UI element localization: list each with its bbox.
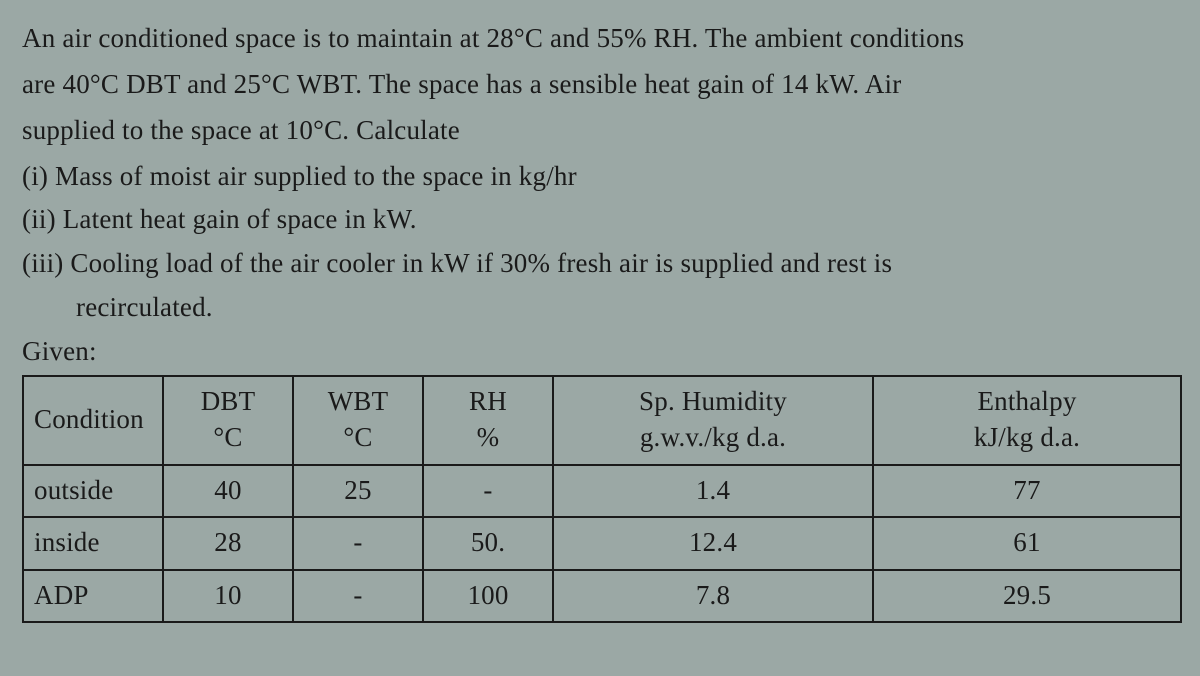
th-rh-top: RH: [469, 386, 507, 416]
th-enth-bot: kJ/kg d.a.: [974, 422, 1080, 452]
th-rh-bot: %: [477, 422, 500, 452]
problem-line-1: An air conditioned space is to maintain …: [22, 18, 1172, 60]
th-wbt: WBT °C: [293, 376, 423, 465]
cell-adp-dbt: 10: [163, 570, 293, 622]
problem-line-2: are 40°C DBT and 25°C WBT. The space has…: [22, 64, 1172, 106]
problem-line-3: supplied to the space at 10°C. Calculate: [22, 110, 1172, 152]
th-sph-top: Sp. Humidity: [639, 386, 787, 416]
cell-inside-enth: 61: [873, 517, 1181, 569]
page: An air conditioned space is to maintain …: [0, 0, 1200, 623]
cell-outside-sph: 1.4: [553, 465, 873, 517]
cell-inside-dbt: 28: [163, 517, 293, 569]
conditions-table: Condition DBT °C WBT °C RH % Sp. Humidit…: [22, 375, 1182, 623]
cell-adp-rh: 100: [423, 570, 553, 622]
th-dbt-bot: °C: [213, 422, 242, 452]
cell-adp-label: ADP: [23, 570, 163, 622]
question-list: (i) Mass of moist air supplied to the sp…: [22, 156, 1172, 329]
cell-adp-wbt: -: [293, 570, 423, 622]
th-sph-bot: g.w.v./kg d.a.: [640, 422, 786, 452]
th-enth-top: Enthalpy: [977, 386, 1076, 416]
cell-inside-label: inside: [23, 517, 163, 569]
th-wbt-top: WBT: [328, 386, 389, 416]
cell-outside-enth: 77: [873, 465, 1181, 517]
cell-adp-sph: 7.8: [553, 570, 873, 622]
cell-inside-sph: 12.4: [553, 517, 873, 569]
th-dbt-top: DBT: [201, 386, 256, 416]
table-header-row: Condition DBT °C WBT °C RH % Sp. Humidit…: [23, 376, 1181, 465]
question-i: (i) Mass of moist air supplied to the sp…: [22, 156, 1172, 198]
table-row-adp: ADP 10 - 100 7.8 29.5: [23, 570, 1181, 622]
question-iii-cont: recirculated.: [22, 287, 1172, 329]
cell-outside-rh: -: [423, 465, 553, 517]
table-row-outside: outside 40 25 - 1.4 77: [23, 465, 1181, 517]
th-condition: Condition: [23, 376, 163, 465]
cell-outside-label: outside: [23, 465, 163, 517]
given-label: Given:: [22, 331, 1172, 373]
cell-outside-dbt: 40: [163, 465, 293, 517]
th-sph: Sp. Humidity g.w.v./kg d.a.: [553, 376, 873, 465]
th-enth: Enthalpy kJ/kg d.a.: [873, 376, 1181, 465]
question-ii: (ii) Latent heat gain of space in kW.: [22, 199, 1172, 241]
cell-inside-wbt: -: [293, 517, 423, 569]
question-iii: (iii) Cooling load of the air cooler in …: [22, 243, 1172, 285]
table-row-inside: inside 28 - 50. 12.4 61: [23, 517, 1181, 569]
th-wbt-bot: °C: [343, 422, 372, 452]
th-dbt: DBT °C: [163, 376, 293, 465]
th-rh: RH %: [423, 376, 553, 465]
cell-outside-wbt: 25: [293, 465, 423, 517]
cell-inside-rh: 50.: [423, 517, 553, 569]
cell-adp-enth: 29.5: [873, 570, 1181, 622]
